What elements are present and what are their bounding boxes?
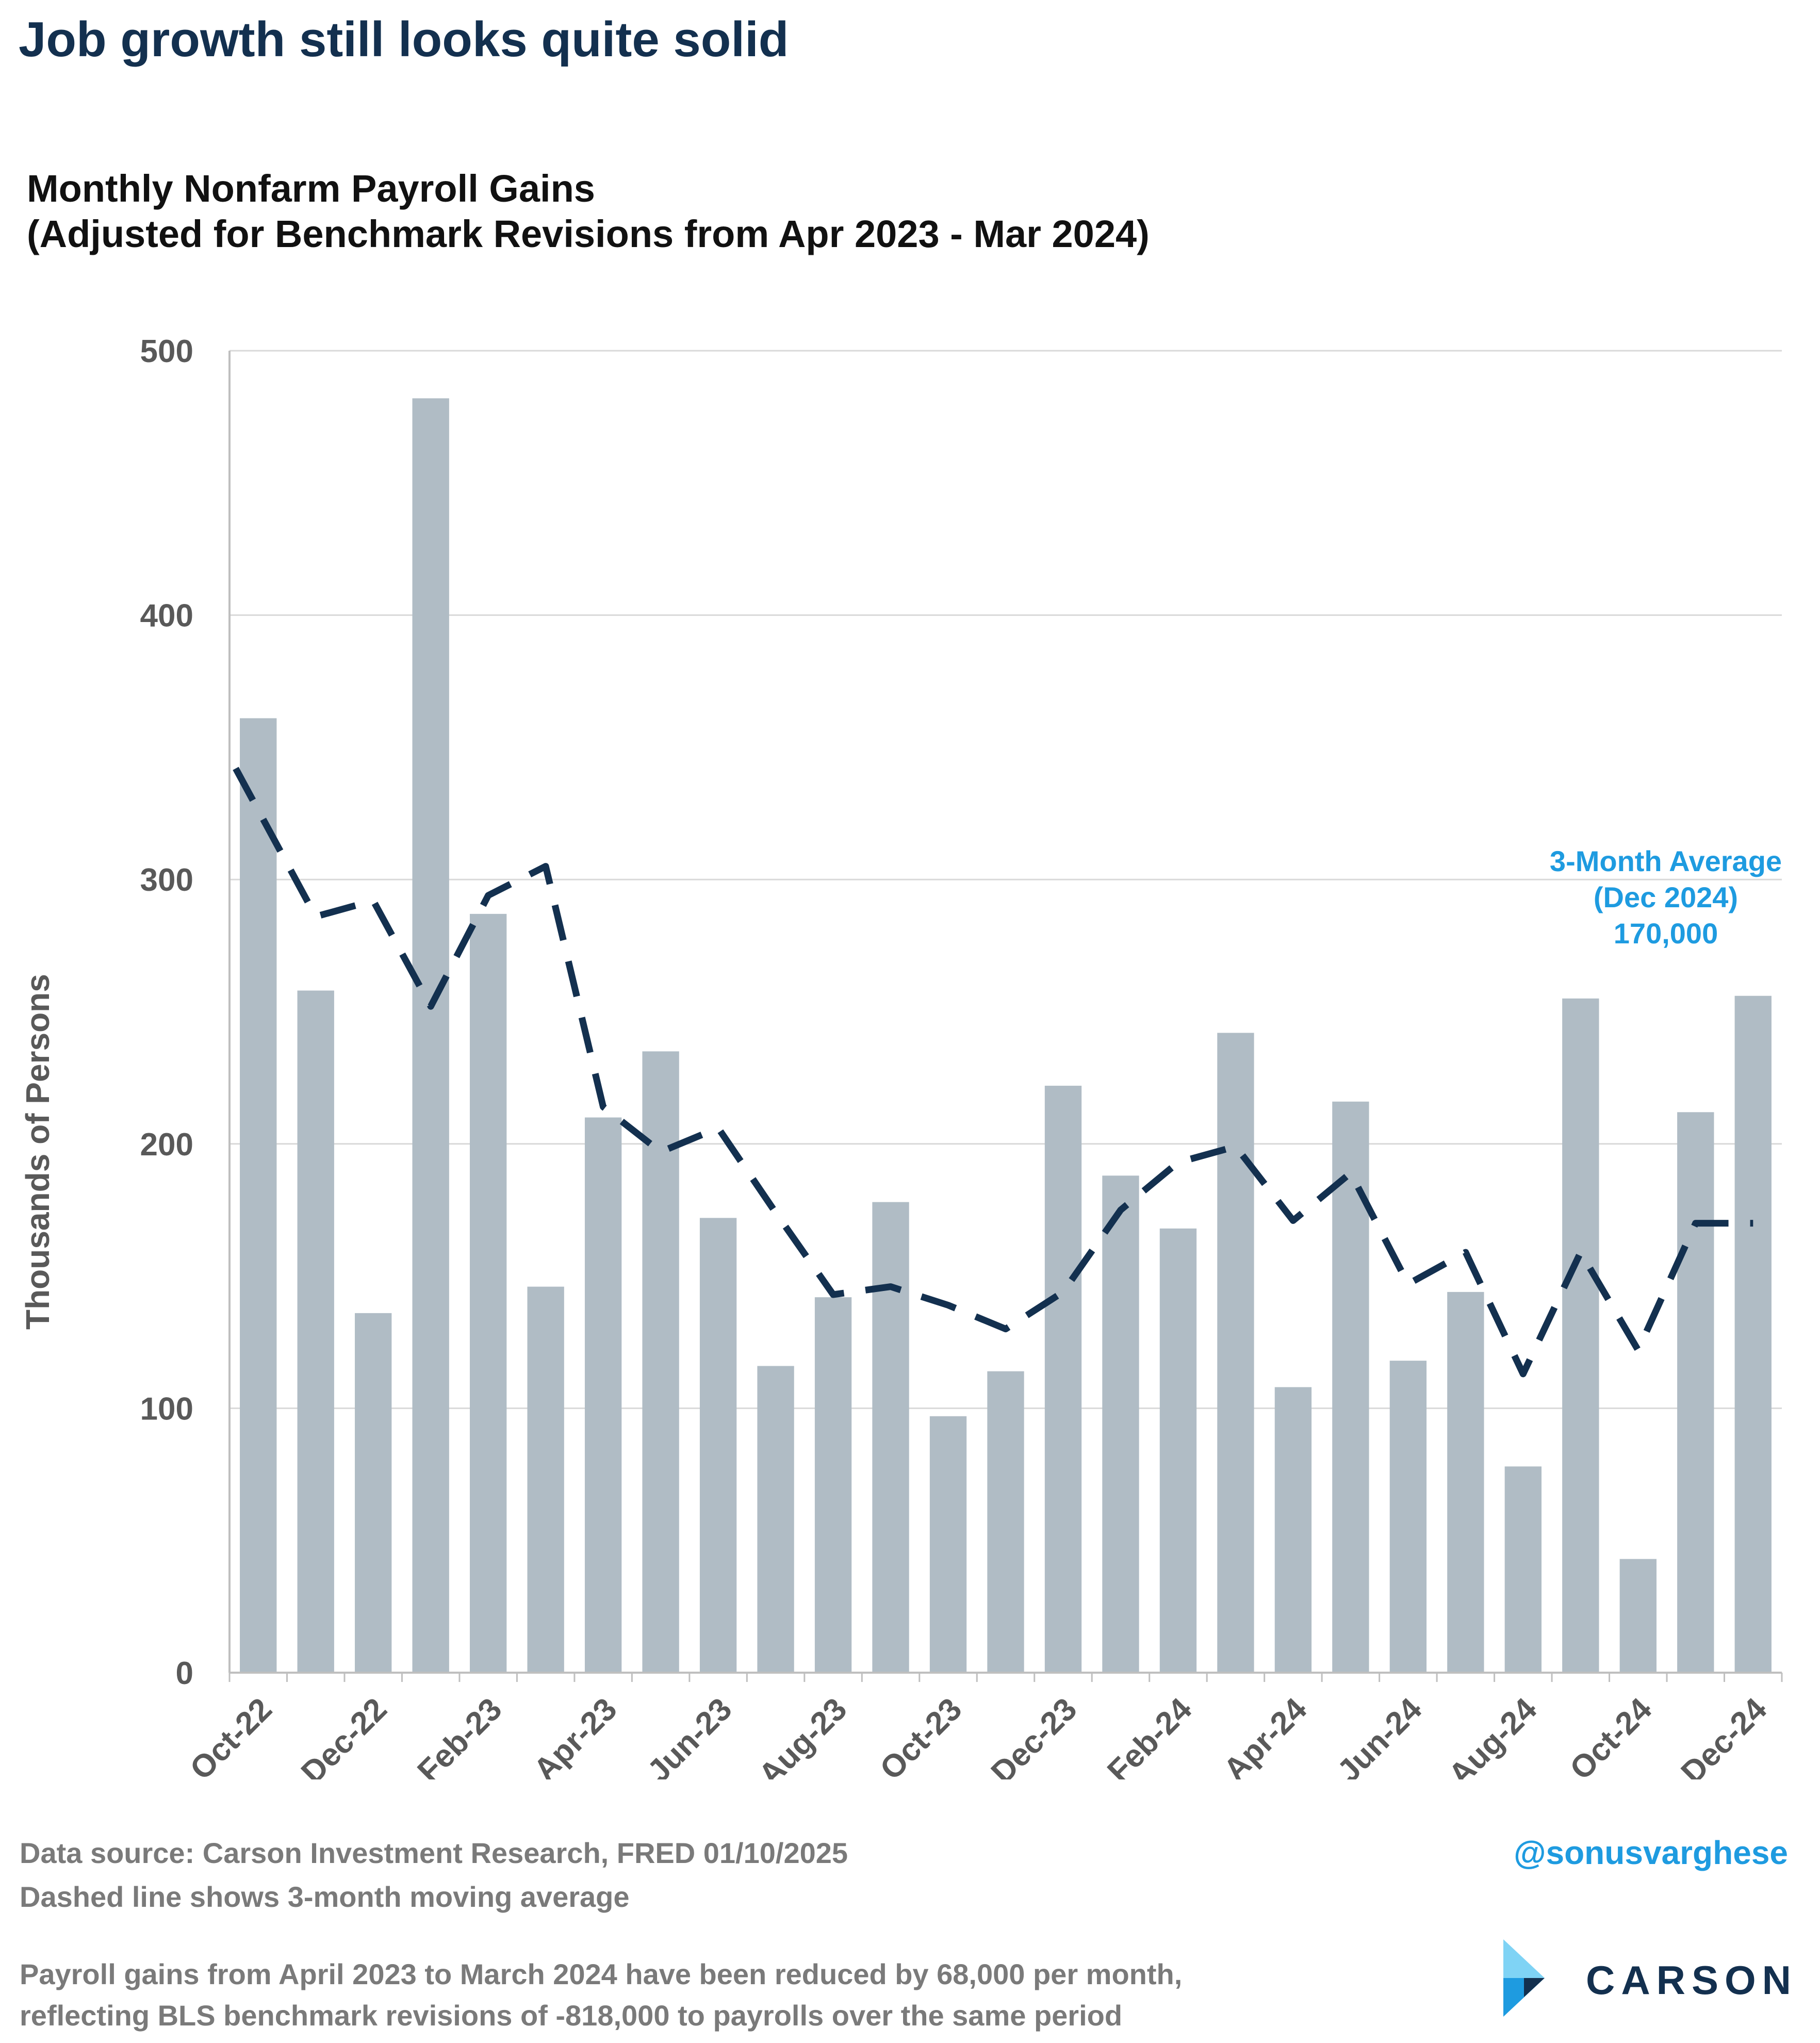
bar-Mar-24: [1217, 1033, 1254, 1673]
bar-Oct-24: [1619, 1559, 1657, 1673]
bar-May-23: [642, 1051, 679, 1673]
annotation-line-2: (Dec 2024): [1593, 881, 1739, 913]
y-axis-label: Thousands of Persons: [19, 974, 56, 1330]
bar-Aug-24: [1504, 1466, 1542, 1673]
x-tick-label: Oct-24: [1563, 1691, 1659, 1779]
carson-chevron-icon: [1503, 1939, 1545, 2017]
moving-average-line: [233, 766, 1753, 1378]
bar-Dec-23: [1044, 1086, 1082, 1673]
carson-wordmark: CARSON: [1586, 1957, 1798, 2003]
y-tick-label: 200: [140, 1127, 193, 1163]
bar-Feb-23: [469, 913, 507, 1673]
bar-Feb-24: [1159, 1228, 1197, 1673]
twitter-handle[interactable]: @sonusvarghese: [1514, 1834, 1788, 1871]
x-tick-label: Dec-24: [1675, 1691, 1774, 1779]
chart-subtitle: (Adjusted for Benchmark Revisions from A…: [27, 213, 1150, 255]
bar-Jun-24: [1389, 1361, 1427, 1673]
x-tick-label: Apr-23: [527, 1691, 624, 1779]
bar-Nov-22: [297, 990, 334, 1673]
x-tick-label: Feb-24: [1101, 1691, 1199, 1779]
moving-average-note: Dashed line shows 3-month moving average: [20, 1881, 630, 1913]
y-tick-label: 300: [140, 862, 193, 898]
annotation-line-1: 3-Month Average: [1549, 845, 1782, 877]
bar-Dec-22: [355, 1313, 392, 1673]
page-headline: Job growth still looks quite solid: [19, 12, 789, 67]
bar-Dec-24: [1734, 995, 1772, 1673]
chart-title: Monthly Nonfarm Payroll Gains: [27, 167, 595, 210]
y-tick-label: 100: [140, 1391, 193, 1427]
x-tick-label: Jun-23: [641, 1691, 739, 1779]
bars: [240, 398, 1772, 1673]
bar-Sep-23: [872, 1202, 909, 1673]
bar-Oct-23: [929, 1416, 967, 1673]
carson-logo: CARSON: [1503, 1939, 1792, 2017]
y-tick-label: 0: [176, 1656, 193, 1691]
chart-title-block: Monthly Nonfarm Payroll Gains (Adjusted …: [27, 166, 1150, 257]
annotation-line-3: 170,000: [1613, 917, 1718, 950]
x-tick-label: Dec-23: [985, 1691, 1084, 1779]
bar-Jan-24: [1102, 1175, 1139, 1673]
x-tick-label: Jun-24: [1331, 1691, 1429, 1779]
bar-Mar-23: [527, 1286, 564, 1673]
axes: [228, 351, 1783, 1682]
bar-Jun-23: [699, 1218, 737, 1673]
bar-Oct-22: [240, 718, 277, 1673]
x-tick-label: Aug-23: [752, 1691, 854, 1779]
bar-Nov-24: [1677, 1112, 1714, 1673]
data-source: Data source: Carson Investment Research,…: [20, 1837, 848, 1869]
x-tick-label: Oct-22: [183, 1691, 278, 1779]
x-tick-label: Feb-23: [411, 1691, 509, 1779]
three-month-average-annotation: 3-Month Average (Dec 2024) 170,000: [1485, 843, 1820, 952]
bar-Apr-23: [584, 1117, 622, 1673]
x-tick-label: Aug-24: [1442, 1691, 1544, 1779]
bar-Jul-24: [1447, 1292, 1484, 1673]
three-month-average-line: [233, 766, 1753, 1378]
revision-note-line-1: Payroll gains from April 2023 to March 2…: [20, 1958, 1183, 1990]
bar-Apr-24: [1274, 1387, 1312, 1673]
y-tick-label: 400: [140, 598, 193, 634]
x-axis-ticks: Oct-22 Dec-22 Feb-23 Apr-23 Jun-23 Aug-23 Oct-…: [183, 1691, 1774, 1779]
bar-Jan-23: [412, 398, 449, 1673]
bar-Aug-23: [814, 1297, 852, 1673]
bar-Nov-23: [987, 1371, 1024, 1673]
revision-note-line-2: reflecting BLS benchmark revisions of -8…: [20, 1999, 1123, 2032]
x-tick-label: Oct-23: [873, 1691, 969, 1779]
x-tick-label: Apr-24: [1217, 1691, 1314, 1779]
x-tick-label: Dec-22: [294, 1691, 394, 1779]
bar-Sep-24: [1562, 998, 1599, 1673]
bar-Jul-23: [757, 1366, 794, 1673]
y-axis-ticks: 0 100 200 300 400 500: [140, 334, 193, 1691]
y-tick-label: 500: [140, 334, 193, 369]
